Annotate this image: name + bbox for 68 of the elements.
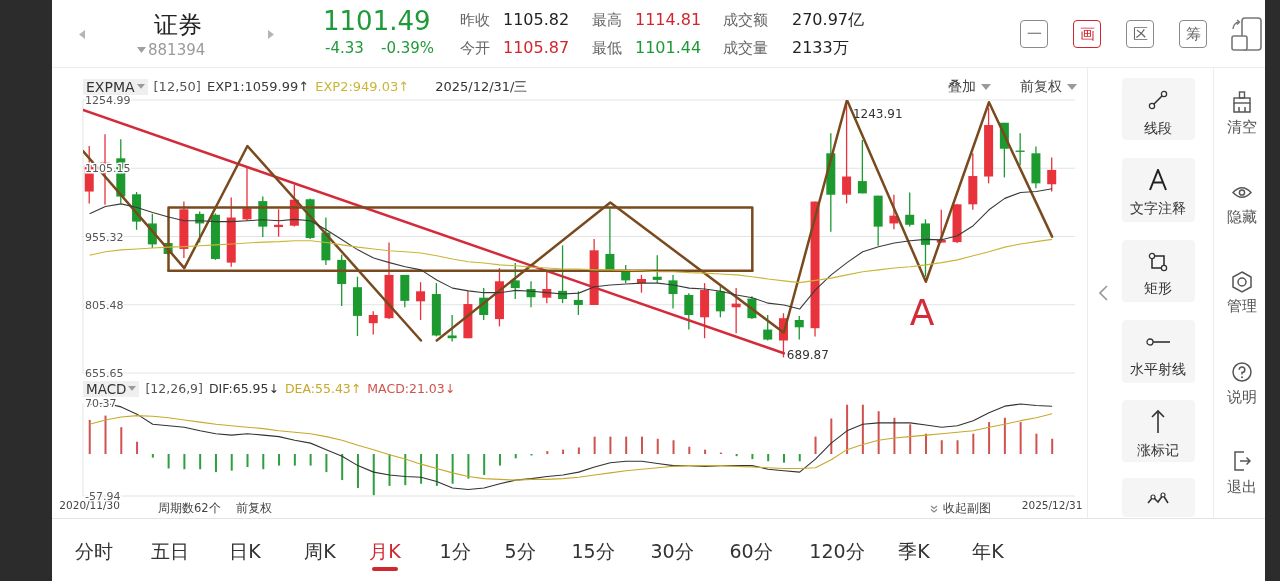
text: 水平射线 — [1130, 360, 1186, 377]
chart-subtitle: [12,26,9] — [145, 381, 203, 396]
text: 成交量 — [723, 39, 768, 57]
text: 2025/12/31/三 — [435, 77, 528, 96]
text: 隐藏 — [1227, 208, 1257, 226]
text: 881394 — [148, 41, 206, 59]
text: 说明 — [1227, 388, 1257, 406]
y-tick-label: 805.48 — [85, 298, 124, 312]
annotation: A — [909, 291, 935, 335]
text: 今开 — [460, 39, 490, 57]
text: 1101.44 — [635, 38, 702, 58]
text: 5分 — [504, 539, 536, 562]
y-tick-label: 655.65 — [85, 367, 124, 380]
text: 成交额 — [723, 11, 768, 29]
text: 年K — [972, 539, 1004, 562]
text: 60分 — [729, 539, 773, 562]
text: 月K — [369, 539, 401, 562]
annotation: 1243.91 — [852, 107, 903, 122]
text: 筹 — [1185, 25, 1201, 43]
text: 分时 — [75, 539, 113, 562]
text: DIF:65.95↓ — [208, 381, 279, 396]
y-tick-label: 955.32 — [85, 230, 124, 244]
text: 管理 — [1227, 297, 1257, 315]
text: 1101.49 — [323, 6, 431, 37]
text: 叠加 — [948, 78, 976, 95]
text: 周期数62个 — [158, 500, 221, 517]
text: 收起副图 — [943, 500, 991, 517]
x-tick-label: 2025/12/31 — [1021, 499, 1083, 512]
text: 昨收 — [460, 11, 490, 29]
text: 120分 — [809, 539, 865, 562]
text: 画 — [1079, 25, 1095, 43]
text: MACD:21.03↓ — [367, 381, 456, 396]
chart-subtitle: [12,50] — [153, 79, 201, 94]
text: 270.97亿 — [792, 10, 864, 30]
text: 区 — [1132, 25, 1148, 43]
y-tick-label: 1105.15 — [85, 162, 131, 176]
text: 周K — [304, 539, 336, 562]
text: 1分 — [439, 539, 471, 562]
text: -0.39% — [381, 39, 435, 57]
text: 15分 — [571, 539, 615, 562]
text: 最高 — [592, 11, 622, 29]
text: 清空 — [1227, 118, 1257, 136]
chart-title: MACD — [86, 380, 127, 397]
text: 1105.87 — [503, 38, 570, 58]
chart-title: EXPMA — [86, 78, 135, 95]
text: EXP1:1059.99↑ — [206, 79, 310, 94]
text: 一 — [1026, 25, 1042, 43]
text: 前复权 — [236, 500, 272, 517]
annotation: 689.87 — [786, 348, 829, 363]
y-tick-label: 1254.99 — [85, 94, 131, 107]
text: 退出 — [1227, 478, 1257, 496]
text: 证券 — [154, 10, 202, 39]
text: 30分 — [650, 539, 694, 562]
text: 1105.82 — [503, 10, 570, 30]
text: 矩形 — [1144, 279, 1172, 296]
text: 涨标记 — [1137, 441, 1179, 458]
text: -4.33 — [325, 39, 364, 57]
text: 1114.81 — [635, 10, 702, 30]
text: 季K — [898, 539, 930, 562]
text: EXP2:949.03↑ — [315, 79, 410, 94]
text: 最低 — [592, 39, 622, 57]
text: 五日 — [151, 539, 189, 562]
text: 文字注释 — [1130, 199, 1186, 216]
text: DEA:55.43↑ — [284, 381, 362, 396]
text: 2133万 — [792, 38, 849, 58]
text: 线段 — [1144, 119, 1172, 136]
text: 前复权 — [1020, 78, 1062, 95]
text: 日K — [229, 539, 261, 562]
